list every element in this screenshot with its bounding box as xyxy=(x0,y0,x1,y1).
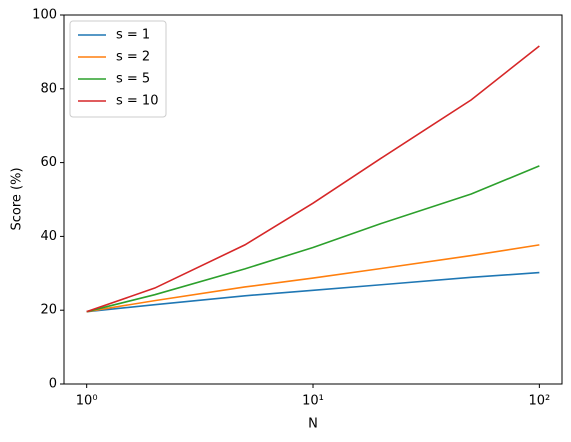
y-axis-label: Score (%) xyxy=(10,167,25,230)
plot-frame xyxy=(63,14,563,385)
line-series xyxy=(86,165,540,313)
line-series xyxy=(86,45,540,313)
y-tick-label: 100 xyxy=(32,8,57,23)
legend-label: s = 1 xyxy=(116,28,150,43)
legend-label: s = 5 xyxy=(116,72,150,87)
y-tick-label: 40 xyxy=(40,229,57,244)
line-series xyxy=(86,271,540,313)
legend-box xyxy=(69,20,167,118)
y-tick-label: 60 xyxy=(40,155,57,170)
y-tick-label: 80 xyxy=(40,81,57,96)
x-tick-label: 10¹ xyxy=(302,394,324,409)
x-tick-label: 10² xyxy=(528,394,550,409)
x-tick-label: 10⁰ xyxy=(76,394,98,409)
line-series xyxy=(86,244,540,313)
x-axis-label: N xyxy=(308,417,318,432)
y-tick-label: 0 xyxy=(49,377,57,392)
y-tick-label: 20 xyxy=(40,303,57,318)
legend-label: s = 2 xyxy=(116,50,150,65)
legend-label: s = 10 xyxy=(116,94,158,109)
